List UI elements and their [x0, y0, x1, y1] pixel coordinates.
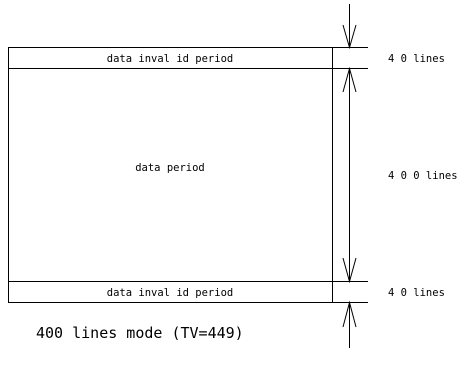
bottom-band-line-count: 4 0 lines [388, 287, 445, 299]
top-band-line-count: 4 0 lines [388, 53, 445, 65]
arrowhead-bottom-up [342, 300, 357, 328]
main-period-label: data period [135, 162, 205, 174]
top-band-label: data inval id period [107, 53, 233, 65]
mode-caption: 400 lines mode (TV=449) [36, 324, 244, 342]
arrowhead-top-down [342, 24, 357, 50]
frame-outline [8, 47, 333, 303]
arrowhead-main-down [342, 257, 357, 284]
arrowhead-main-up [342, 66, 357, 93]
bottom-band-label: data inval id period [107, 287, 233, 299]
main-period-line-count: 4 0 0 lines [388, 170, 458, 182]
